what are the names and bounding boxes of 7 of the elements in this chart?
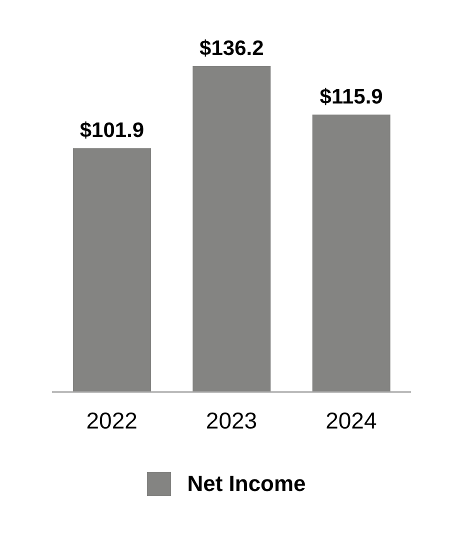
data-label: $115.9: [320, 86, 383, 109]
x-tick-label: 2024: [326, 407, 377, 434]
x-tick-label: 2023: [206, 407, 258, 434]
data-label: $101.9: [80, 119, 144, 142]
data-label: $136.2: [200, 37, 264, 60]
legend-label: Net Income: [187, 471, 306, 496]
x-tick-label: 2022: [86, 407, 138, 434]
